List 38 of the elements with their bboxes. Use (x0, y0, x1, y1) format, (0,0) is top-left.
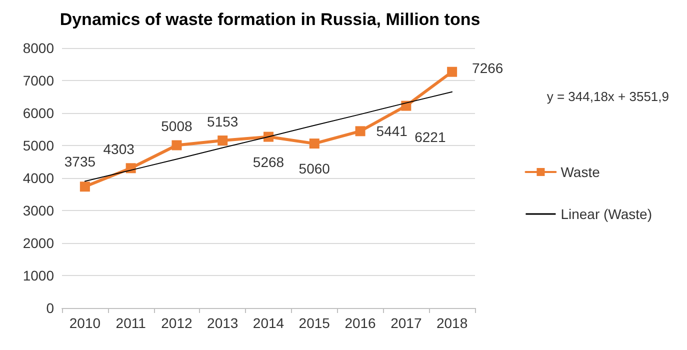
legend-label: Waste (560, 164, 600, 180)
point (172, 140, 182, 150)
chart-title: Dynamics of waste formation in Russia, Million tons (60, 10, 480, 29)
x-tick-label: 2011 (116, 315, 146, 331)
x-tick-label: 2012 (161, 315, 192, 331)
point (218, 136, 228, 146)
y-tick-label: 8000 (22, 40, 54, 56)
x-tick-label: 2017 (390, 315, 422, 331)
point (80, 182, 90, 192)
data-label: 5008 (161, 118, 192, 134)
point (447, 66, 458, 77)
data-label: 5268 (252, 154, 284, 170)
legend-label: Linear (Waste) (560, 206, 652, 222)
x-tick-label: 2010 (69, 315, 101, 331)
data-label: 5153 (207, 114, 238, 130)
y-tick-label: 7000 (22, 72, 54, 88)
y-tick-label: 6000 (22, 105, 54, 121)
point (309, 138, 320, 149)
y-tick-label: 2000 (22, 235, 54, 251)
data-label: 6221 (414, 128, 446, 145)
y-tick-label: 3000 (22, 202, 54, 218)
y-tick-label: 0 (46, 300, 54, 316)
x-tick-label: 2013 (207, 315, 238, 331)
y-tick-label: 4000 (22, 170, 54, 186)
data-label: 7266 (472, 60, 504, 76)
data-label: 4303 (103, 141, 135, 158)
x-tick-label: 2014 (252, 315, 284, 331)
point (355, 126, 366, 136)
y-tick-label: 5000 (22, 138, 54, 154)
data-label: 3735 (64, 154, 96, 170)
text: y = 344,18x + 3551,9 (546, 89, 669, 104)
point (401, 100, 412, 111)
data-label: 5060 (298, 160, 330, 177)
data-label: 5441 (376, 123, 408, 140)
y-tick-label: 1000 (22, 268, 54, 284)
x-tick-label: 2018 (436, 315, 468, 331)
x-tick-label: 2016 (344, 315, 376, 331)
x-tick-label: 2015 (298, 315, 330, 331)
